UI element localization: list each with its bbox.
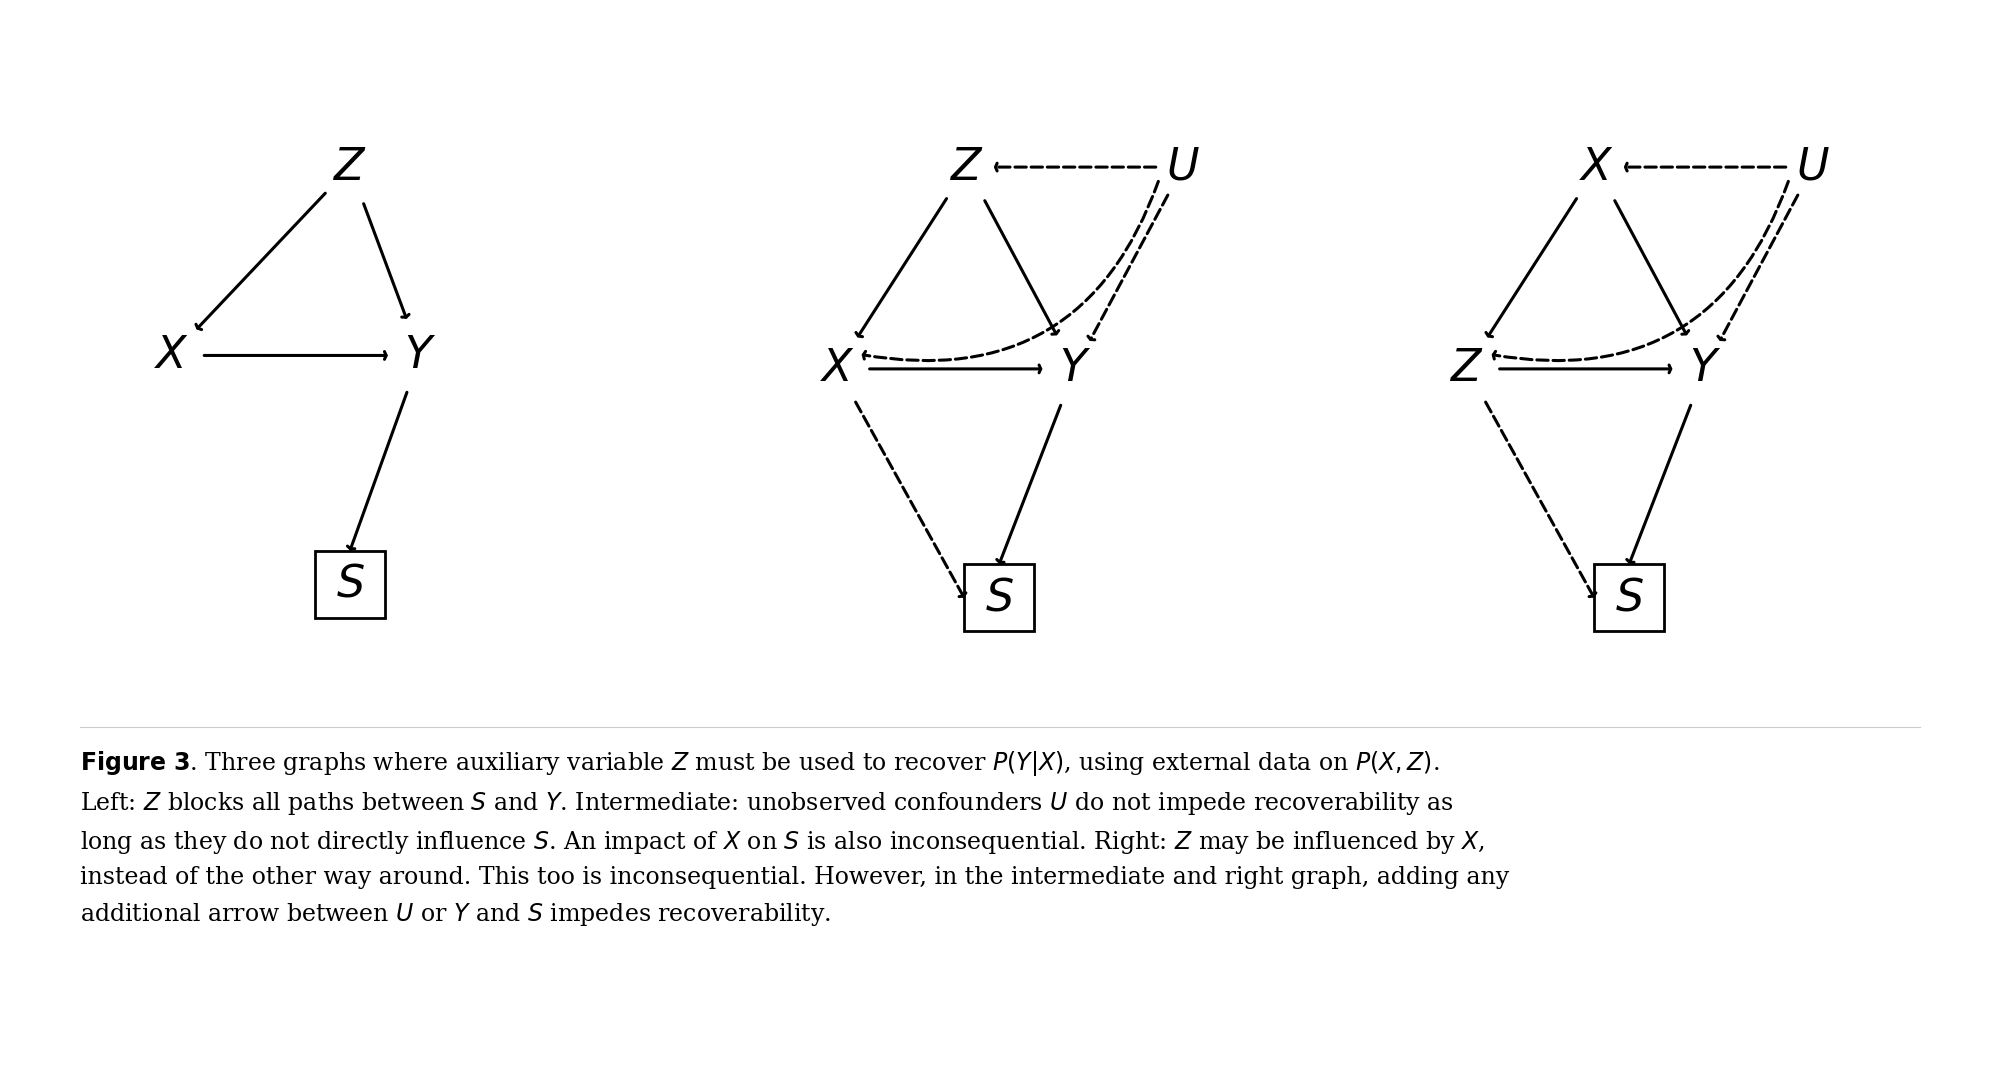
FancyBboxPatch shape <box>1594 564 1664 631</box>
Text: $\mathit{X}$: $\mathit{X}$ <box>154 334 190 376</box>
Text: $\mathit{S}$: $\mathit{S}$ <box>984 576 1014 620</box>
Text: $\mathit{S}$: $\mathit{S}$ <box>336 563 364 605</box>
Text: $\mathit{Z}$: $\mathit{Z}$ <box>1450 347 1484 391</box>
FancyBboxPatch shape <box>314 550 386 617</box>
Text: $\mathit{Y}$: $\mathit{Y}$ <box>1688 347 1720 391</box>
Text: $\mathit{X}$: $\mathit{X}$ <box>820 347 854 391</box>
Text: $\mathit{Y}$: $\mathit{Y}$ <box>1058 347 1090 391</box>
Text: $\mathit{Y}$: $\mathit{Y}$ <box>404 334 436 376</box>
Text: $\mathit{Z}$: $\mathit{Z}$ <box>950 145 984 189</box>
Text: $\mathit{X}$: $\mathit{X}$ <box>1580 145 1614 189</box>
Text: $\mathit{U}$: $\mathit{U}$ <box>1166 145 1200 189</box>
FancyBboxPatch shape <box>964 564 1034 631</box>
Text: $\mathit{Z}$: $\mathit{Z}$ <box>332 145 368 189</box>
Text: $\mathit{S}$: $\mathit{S}$ <box>1614 576 1644 620</box>
Text: $\bf{Figure\ 3}$. Three graphs where auxiliary variable $Z$ must be used to reco: $\bf{Figure\ 3}$. Three graphs where aux… <box>80 749 1510 929</box>
Text: $\mathit{U}$: $\mathit{U}$ <box>1796 145 1830 189</box>
